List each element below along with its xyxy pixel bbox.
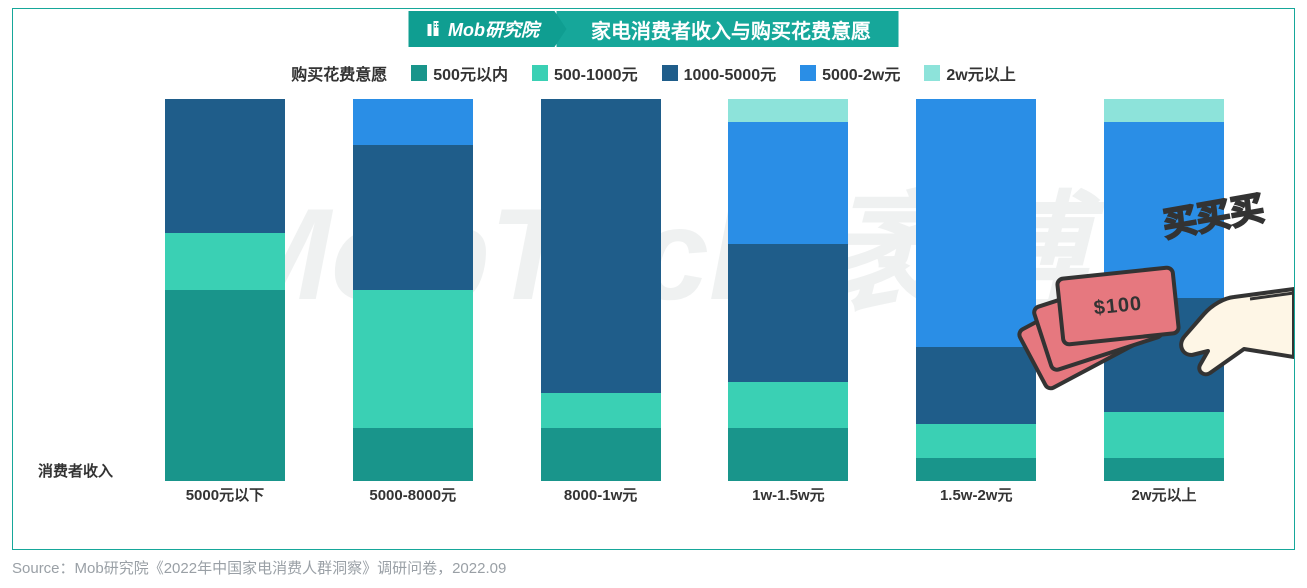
- bar-segment: [541, 428, 661, 481]
- title-bar: Mob研究院 家电消费者收入与购买花费意愿: [408, 11, 899, 47]
- legend-label: 500元以内: [433, 61, 508, 85]
- legend-item: 2w元以上: [924, 61, 1015, 85]
- bar-segment: [353, 428, 473, 481]
- bars-container: [119, 99, 1270, 481]
- brand-logo-text: Mob研究院: [448, 16, 539, 42]
- bar-segment: [353, 99, 473, 145]
- bar-column: [1104, 99, 1224, 481]
- bar-segment: [1104, 99, 1224, 122]
- legend-item: 500-1000元: [532, 61, 638, 85]
- legend-swatch: [924, 65, 940, 81]
- bar-segment: [728, 382, 848, 428]
- legend-item: 500元以内: [411, 61, 508, 85]
- category-labels-row: 5000元以下 5000-8000元 8000-1w元 1w-1.5w元 1.5w-2w…: [119, 484, 1270, 505]
- bar-column: [353, 99, 473, 481]
- legend-swatch: [532, 65, 548, 81]
- source-text: Source：Mob研究院《2022年中国家电消费人群洞察》调研问卷，2022.…: [12, 557, 506, 578]
- bar-segment: [728, 244, 848, 382]
- legend-item: 5000-2w元: [800, 61, 900, 85]
- bar-column: [728, 99, 848, 481]
- bar-segment: [1104, 298, 1224, 413]
- legend-label: 500-1000元: [554, 61, 638, 85]
- legend-label: 2w元以上: [946, 61, 1015, 85]
- chart-frame: Mob研究院 家电消费者收入与购买花费意愿 购买花费意愿 500元以内 500-1…: [12, 8, 1295, 550]
- category-label: 1.5w-2w元: [916, 484, 1036, 505]
- bar-segment: [916, 458, 1036, 481]
- bar-segment: [1104, 458, 1224, 481]
- bar-segment: [728, 428, 848, 481]
- bar-column: [541, 99, 661, 481]
- bar-segment: [1104, 122, 1224, 298]
- bar-segment: [541, 99, 661, 393]
- building-icon: [424, 20, 442, 38]
- bar-segment: [165, 290, 285, 481]
- legend-swatch: [800, 65, 816, 81]
- brand-logo: Mob研究院: [408, 11, 555, 47]
- legend-label: 5000-2w元: [822, 61, 900, 85]
- bar-segment: [728, 99, 848, 122]
- chart-title: 家电消费者收入与购买花费意愿: [557, 11, 899, 47]
- legend-swatch: [662, 65, 678, 81]
- category-label: 2w元以上: [1104, 484, 1224, 505]
- bar-column: [916, 99, 1036, 481]
- category-label: 5000-8000元: [353, 484, 473, 505]
- legend-swatch: [411, 65, 427, 81]
- bar-segment: [1104, 412, 1224, 458]
- chart-area: 消费者收入: [37, 99, 1270, 481]
- bar-column: [165, 99, 285, 481]
- legend: 购买花费意愿 500元以内 500-1000元 1000-5000元 5000-2w元…: [13, 61, 1294, 85]
- category-label: 8000-1w元: [541, 484, 661, 505]
- category-label: 1w-1.5w元: [728, 484, 848, 505]
- legend-label: 1000-5000元: [684, 61, 777, 85]
- legend-title: 购买花费意愿: [291, 61, 387, 85]
- legend-item: 1000-5000元: [662, 61, 777, 85]
- bar-segment: [165, 233, 285, 290]
- bar-segment: [165, 99, 285, 233]
- bar-segment: [916, 99, 1036, 347]
- bar-segment: [728, 122, 848, 244]
- bar-segment: [353, 145, 473, 290]
- bar-segment: [541, 393, 661, 427]
- y-axis-label: 消费者收入: [37, 99, 119, 481]
- bar-segment: [916, 424, 1036, 458]
- bar-segment: [353, 290, 473, 428]
- category-labels: 5000元以下 5000-8000元 8000-1w元 1w-1.5w元 1.5w-2w…: [37, 484, 1270, 505]
- category-label: 5000元以下: [165, 484, 285, 505]
- bar-segment: [916, 347, 1036, 423]
